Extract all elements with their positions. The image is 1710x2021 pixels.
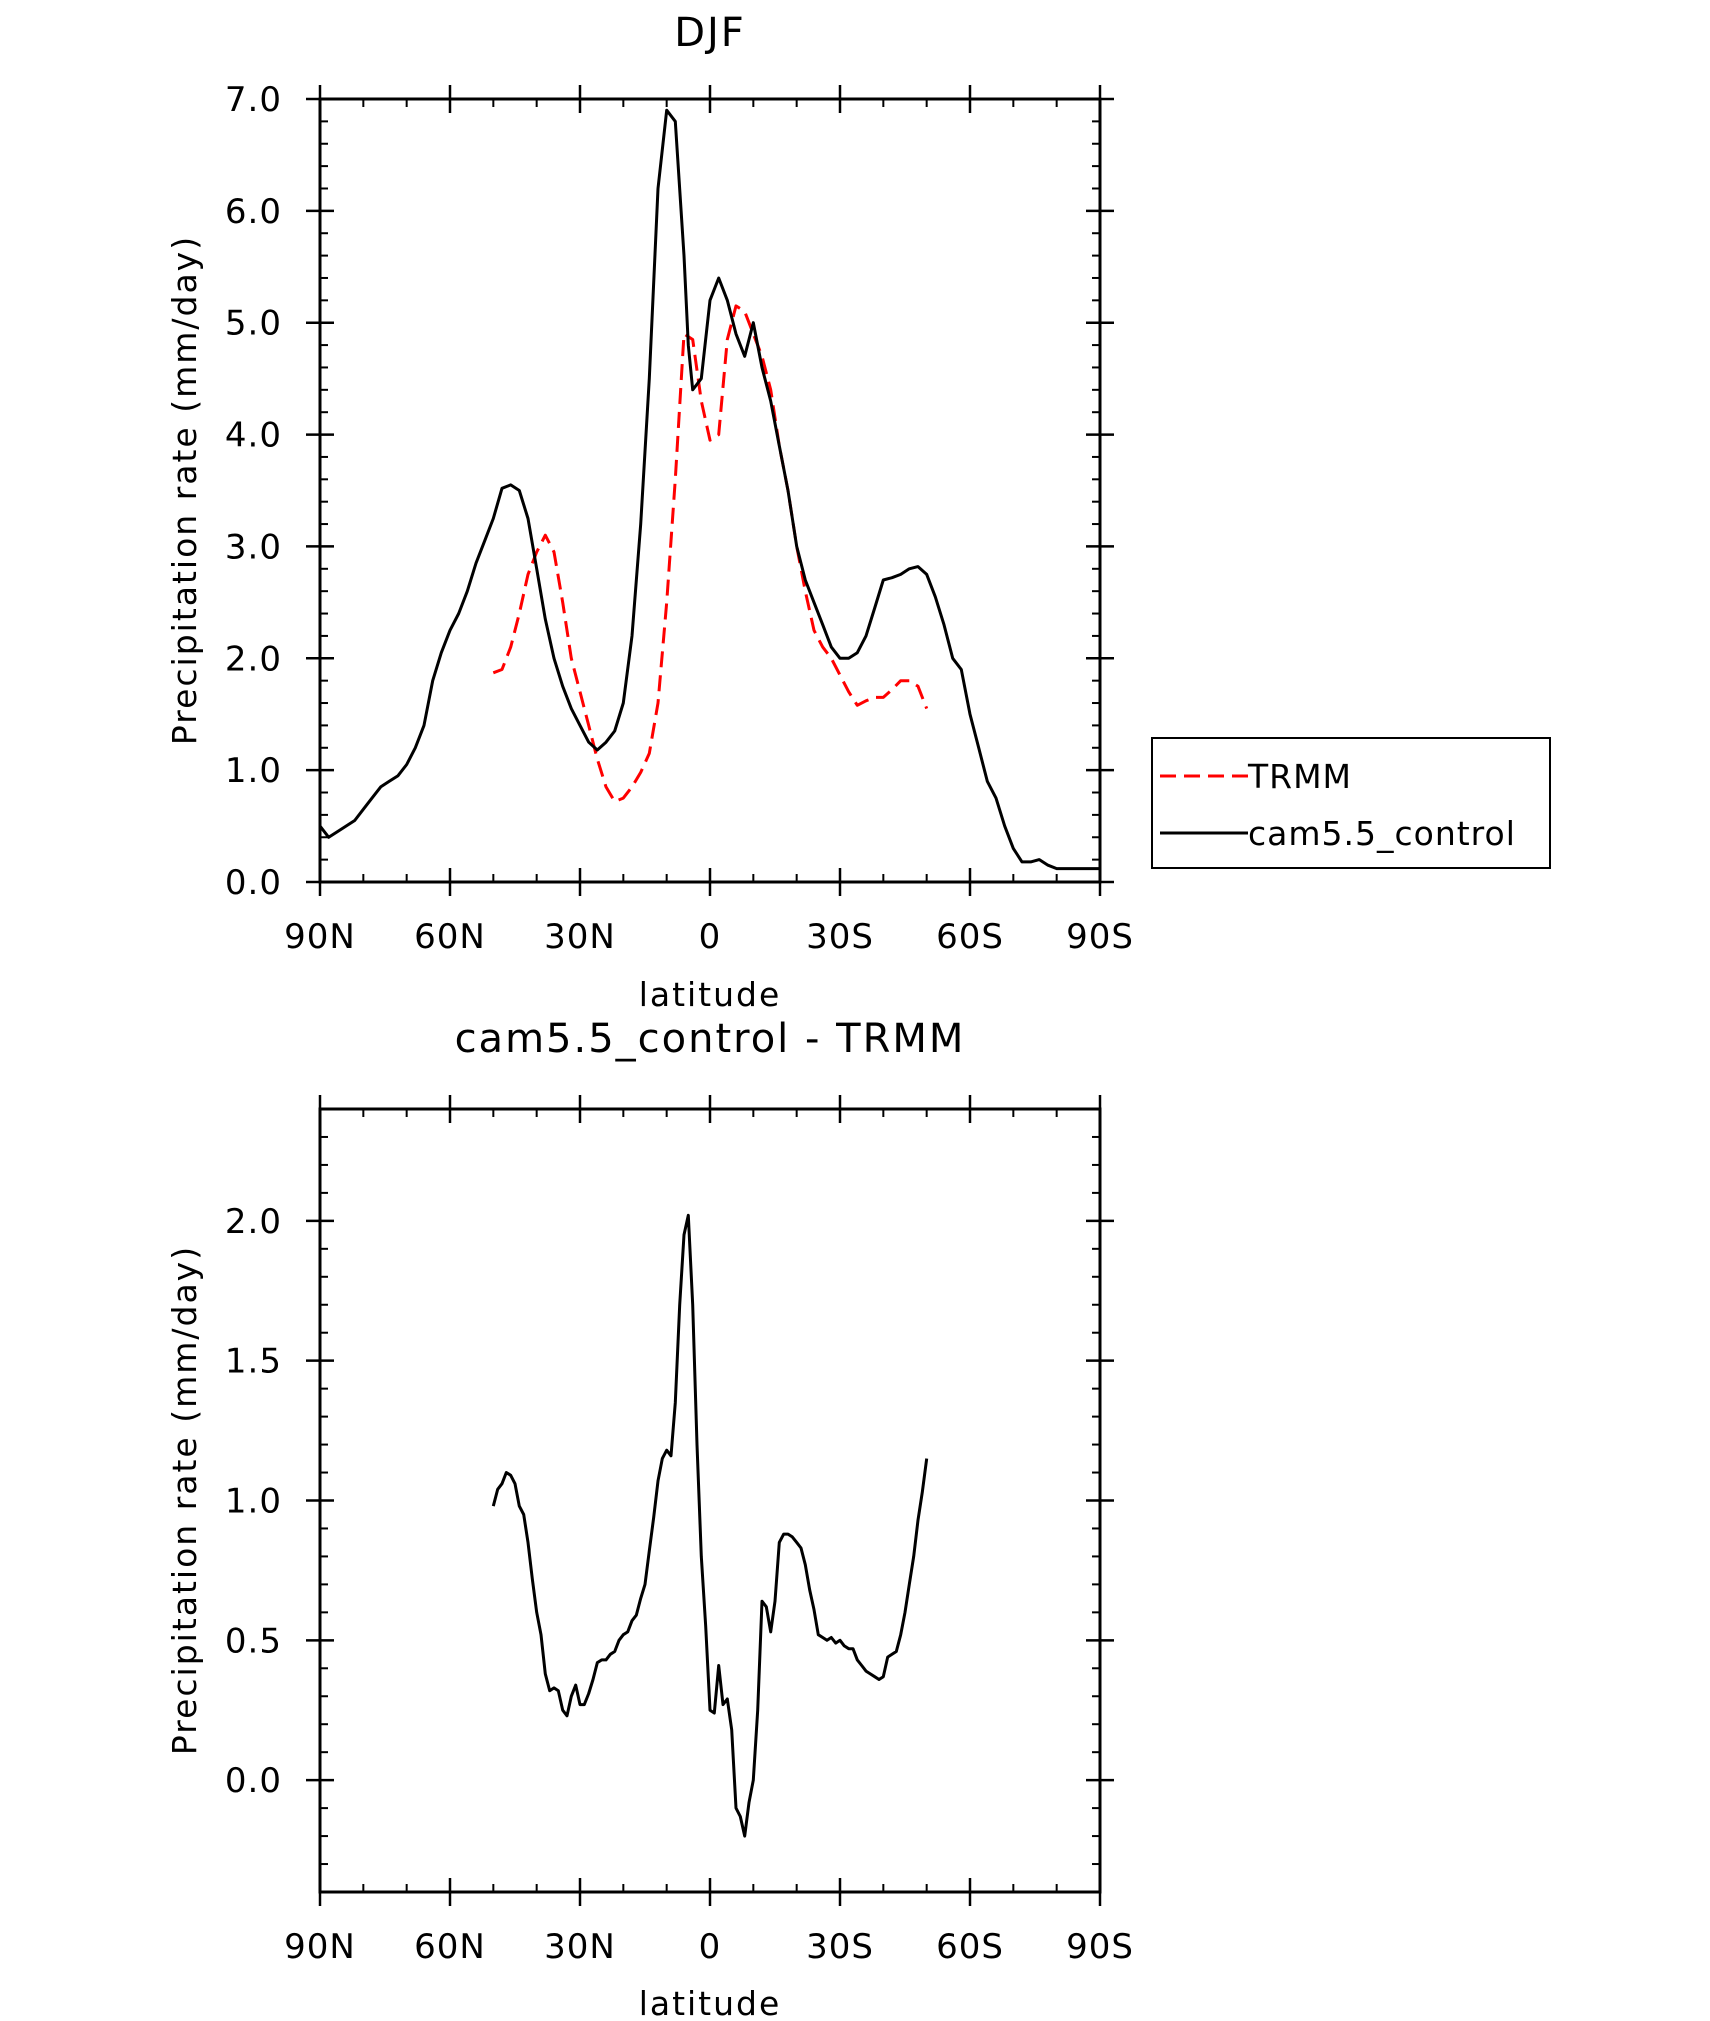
bottom-x-tick-label: 60N bbox=[414, 1927, 486, 1967]
top-y-tick-label: 5.0 bbox=[225, 304, 282, 344]
top-series-line-trmm bbox=[492, 304, 929, 803]
top-y-tick-label: 2.0 bbox=[225, 639, 282, 679]
bottom-plot-layer bbox=[491, 1213, 929, 1838]
bottom-y-tick-label: 0.5 bbox=[225, 1621, 282, 1661]
bottom-y-axis-label: Precipitation rate (mm/day) bbox=[165, 1245, 204, 1755]
top-tick-layer: 90N 60N 30N 0 30S 60S 90S 0.0 1.0 2.0 3.0 4.0 5.0 6.0… bbox=[225, 80, 1134, 957]
bottom-x-tick-label: 30N bbox=[544, 1927, 616, 1967]
top-x-axis-label: latitude bbox=[639, 975, 782, 1014]
bottom-x-tick-label: 0 bbox=[699, 1927, 722, 1967]
bottom-y-tick-label: 0.0 bbox=[225, 1761, 282, 1801]
legend-label-cam: cam5.5_control bbox=[1248, 814, 1516, 853]
top-x-tick-label: 0 bbox=[699, 917, 722, 957]
bottom-y-tick-label: 2.0 bbox=[225, 1202, 282, 1242]
legend: TRMM cam5.5_control bbox=[1151, 737, 1551, 869]
top-y-tick-label: 1.0 bbox=[225, 751, 282, 791]
bottom-x-tick-label: 60S bbox=[936, 1927, 1004, 1967]
top-y-tick-label: 4.0 bbox=[225, 416, 282, 456]
bottom-chart-title: cam5.5_control - TRMM bbox=[455, 1016, 966, 1062]
bottom-plot-frame bbox=[318, 1107, 1102, 1894]
top-y-tick-label: 3.0 bbox=[225, 527, 282, 567]
bottom-x-tick-label: 90S bbox=[1066, 1927, 1134, 1967]
top-x-tick-label: 90N bbox=[284, 917, 356, 957]
top-y-tick-label: 7.0 bbox=[225, 80, 282, 120]
bottom-series-line-difference bbox=[491, 1213, 929, 1838]
top-y-axis-label: Precipitation rate (mm/day) bbox=[165, 235, 204, 745]
bottom-x-axis-label: latitude bbox=[639, 1984, 782, 2021]
top-x-tick-label: 60S bbox=[936, 917, 1004, 957]
top-y-tick-label: 6.0 bbox=[225, 192, 282, 232]
top-chart-title: DJF bbox=[674, 10, 746, 56]
top-plot-layer bbox=[318, 108, 1100, 871]
bottom-tick-layer: 90N 60N 30N 0 30S 60S 90S 0.0 0.5 1.0 1.5 2.0 bbox=[225, 1095, 1134, 1967]
bottom-panel: cam5.5_control - TRMM 90N 60N 30N 0 30S 60S 90… bbox=[165, 1016, 1134, 2021]
bottom-y-tick-label: 1.5 bbox=[225, 1342, 282, 1382]
top-x-tick-label: 30S bbox=[806, 917, 874, 957]
top-x-tick-label: 90S bbox=[1066, 917, 1134, 957]
bottom-x-tick-label: 30S bbox=[806, 1927, 874, 1967]
top-x-tick-label: 60N bbox=[414, 917, 486, 957]
top-x-tick-label: 30N bbox=[544, 917, 616, 957]
top-series-line-cam5-5-control bbox=[318, 108, 1100, 871]
legend-box bbox=[1151, 737, 1551, 869]
bottom-x-tick-label: 90N bbox=[284, 1927, 356, 1967]
legend-label-trmm: TRMM bbox=[1247, 757, 1352, 796]
top-y-tick-label: 0.0 bbox=[225, 863, 282, 903]
top-panel: DJF 90N 60N 30N 0 30S 60S 90S 0.0 1.0 2.0 3.0 4.0 5.… bbox=[165, 10, 1551, 1014]
bottom-y-tick-label: 1.0 bbox=[225, 1482, 282, 1522]
